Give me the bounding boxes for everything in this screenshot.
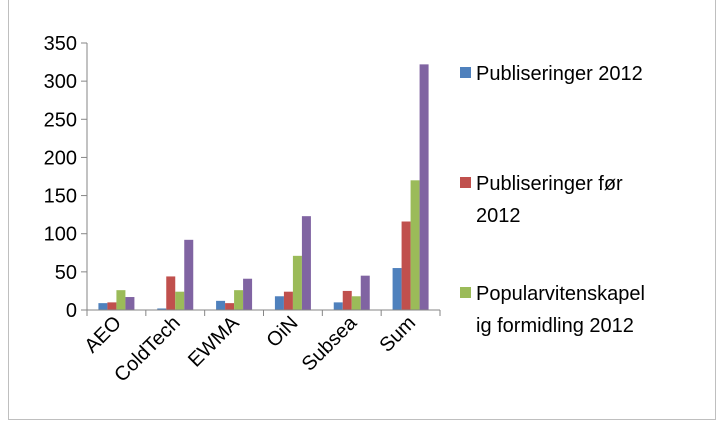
y-tick-label: 100 (44, 224, 77, 246)
x-tick-label: AEO (81, 312, 126, 357)
bar-oin-series-3 (292, 255, 302, 310)
legend-label: Publiseringer før (476, 173, 623, 195)
legend-label: Popularvitenskapel (476, 283, 645, 305)
plot-area (98, 64, 429, 310)
x-tick-label: EWMA (184, 312, 244, 372)
legend-swatch-series-3 (460, 287, 471, 298)
chart-frame (8, 0, 716, 420)
bar-aeo-series-4 (125, 297, 135, 310)
bar-coldtech-series-3 (175, 291, 185, 310)
legend-label: ig formidling 2012 (476, 315, 634, 337)
bar-oin-series-1 (274, 296, 284, 310)
y-tick-label: 50 (55, 262, 77, 284)
y-tick-label: 300 (44, 71, 77, 93)
legend-swatch-series-2 (460, 177, 471, 188)
bar-sum-series-2 (401, 221, 411, 310)
bar-sum-series-4 (419, 64, 429, 310)
bar-subsea-series-2 (342, 290, 352, 310)
legend-swatch-series-1 (460, 67, 471, 78)
bar-oin-series-4 (301, 216, 311, 310)
y-tick-label: 250 (44, 109, 77, 131)
bar-subsea-series-3 (351, 296, 361, 310)
bar-ewma-series-2 (225, 303, 235, 310)
bar-ewma-series-4 (243, 278, 253, 310)
bar-ewma-series-1 (216, 300, 226, 310)
bar-ewma-series-3 (234, 290, 244, 310)
bar-sum-series-1 (392, 268, 402, 310)
legend: Publiseringer 2012 Publiseringer før 2012 P… (460, 63, 645, 337)
y-tick-label: 350 (44, 33, 77, 55)
bar-coldtech-series-2 (166, 276, 176, 310)
legend-label: 2012 (476, 205, 521, 227)
bar-coldtech-series-4 (184, 239, 194, 310)
y-tick-label: 0 (66, 300, 77, 322)
bar-oin-series-2 (283, 291, 293, 310)
bar-subsea-series-4 (360, 275, 370, 310)
bar-subsea-series-1 (333, 302, 343, 310)
bar-aeo-series-1 (98, 303, 108, 310)
bar-aeo-series-2 (107, 302, 117, 310)
bar-sum-series-3 (410, 180, 420, 310)
x-tick-label: Subsea (298, 311, 362, 375)
bar-aeo-series-3 (116, 290, 126, 310)
bar-coldtech-series-1 (157, 308, 167, 310)
y-tick-label: 150 (44, 186, 77, 208)
x-tick-label: Sum (375, 312, 420, 357)
legend-label: Publiseringer 2012 (476, 63, 643, 85)
x-tick-label: OiN (263, 312, 303, 352)
y-tick-label: 200 (44, 147, 77, 169)
